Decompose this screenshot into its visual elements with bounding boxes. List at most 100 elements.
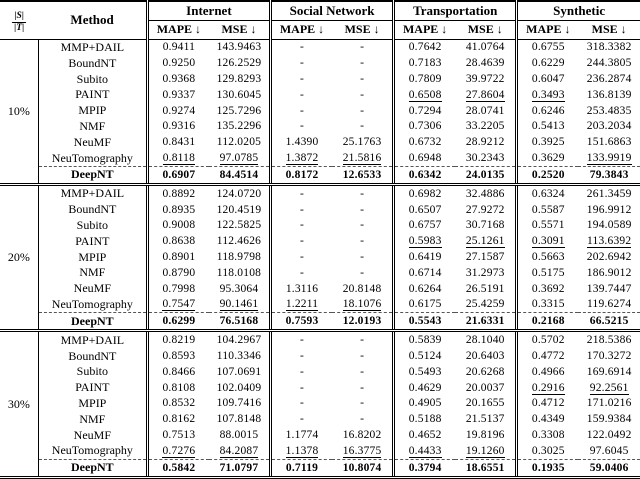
metric-value: 0.3315 xyxy=(515,296,579,313)
second-best-value: 0.5983 xyxy=(408,235,442,249)
metric-value: 110.3346 xyxy=(209,348,271,364)
metric-value: 118.0108 xyxy=(209,265,271,281)
value-text: - xyxy=(360,219,365,232)
second-best-value: 18.1076 xyxy=(342,298,382,312)
metric-value: 0.5587 xyxy=(515,201,579,218)
value-text: 20.6403 xyxy=(465,350,505,363)
value-text: 136.8139 xyxy=(586,88,632,101)
value-text: 169.6914 xyxy=(586,365,632,378)
value-text: 151.6863 xyxy=(586,136,632,149)
metric-value: 0.3308 xyxy=(515,427,579,443)
value-text: 76.5168 xyxy=(219,315,259,328)
value-text: 0.7593 xyxy=(285,315,319,328)
table-row: NeuTomography 0.7547 90.1461 1.2211 18.1076 0… xyxy=(0,296,640,313)
value-text: 0.7642 xyxy=(408,41,442,54)
metric-value: 122.5825 xyxy=(209,218,271,234)
table-row: DeepNT 0.5842 71.0797 0.7119 10.8074 0.3794 18… xyxy=(0,458,640,479)
metric-value: 119.6274 xyxy=(578,297,640,313)
value-text: - xyxy=(360,41,365,54)
value-text: 0.4652 xyxy=(408,429,442,442)
value-text: 0.4712 xyxy=(531,397,565,410)
metric-value: 0.7294 xyxy=(392,102,456,119)
value-text: 0.3308 xyxy=(531,429,565,442)
metric-value: 0.9274 xyxy=(145,102,209,119)
value-text: 0.3025 xyxy=(531,444,565,457)
metric-value: 0.3091 xyxy=(515,233,579,250)
metric-value: 0.5571 xyxy=(515,217,579,234)
value-text: 143.9463 xyxy=(216,41,262,54)
value-text: 0.6714 xyxy=(408,266,442,279)
table-body: 10% MMP+DAIL 0.9411 143.9463- -0.7642 41.0764… xyxy=(0,39,640,479)
metric-value: 0.2168 xyxy=(515,312,579,333)
metric-value: 0.5543 xyxy=(392,312,456,333)
second-best-value: 0.3493 xyxy=(531,88,565,102)
value-text: 25.4259 xyxy=(465,298,505,311)
metric-value: 0.7809 xyxy=(392,71,456,87)
metric-value: 0.5842 xyxy=(145,458,209,479)
metric-value: 0.6507 xyxy=(392,201,456,218)
value-text: 12.0193 xyxy=(342,315,382,328)
metric-value: - xyxy=(268,379,333,396)
value-text: 0.2520 xyxy=(531,168,565,181)
metric-value: - xyxy=(268,201,333,218)
metric-value: 139.7447 xyxy=(578,281,640,297)
value-text: 0.6299 xyxy=(162,315,196,328)
metric-value: 21.5816 xyxy=(332,150,394,166)
metric-value: 0.4966 xyxy=(515,363,579,380)
metric-value: 0.1935 xyxy=(515,458,579,479)
metric-value: 0.8935 xyxy=(145,201,209,218)
metric-value: - xyxy=(332,71,394,87)
value-text: - xyxy=(360,57,365,70)
metric-value: 27.1587 xyxy=(455,249,517,265)
value-text: - xyxy=(360,397,365,410)
value-text: 0.6342 xyxy=(408,168,442,181)
metric-value: - xyxy=(332,380,394,396)
metric-value: 1.2211 xyxy=(268,296,333,313)
metric-value: 19.8196 xyxy=(455,427,517,443)
metric-value: 0.3794 xyxy=(392,458,456,479)
metric-value: - xyxy=(268,249,333,265)
value-text: 0.6757 xyxy=(408,219,442,232)
value-text: 0.5842 xyxy=(162,461,196,474)
value-text: 32.4886 xyxy=(465,187,505,200)
table-row: NMF 0.9316 135.2296 - - 0.7306 33.2205 0.5413 20… xyxy=(0,118,640,135)
value-text: 122.5825 xyxy=(216,219,262,232)
method-name: PAINT xyxy=(37,233,148,250)
second-best-value: 21.5816 xyxy=(342,152,382,166)
value-text: 0.4905 xyxy=(408,397,442,410)
value-text: 0.6948 xyxy=(408,152,442,165)
value-text: 0.6419 xyxy=(408,251,442,264)
table-row: 10% MMP+DAIL 0.9411 143.9463 - - 0.7642 41.0764… xyxy=(0,39,640,186)
value-text: - xyxy=(360,334,365,347)
value-text: - xyxy=(300,187,305,200)
metric-value: 0.4712 xyxy=(515,395,579,412)
value-text: - xyxy=(300,365,305,378)
metric-value: 0.4772 xyxy=(515,348,579,364)
second-best-value: 0.3091 xyxy=(531,235,565,249)
metric-value: 92.2561 xyxy=(578,380,640,396)
value-text: 202.6942 xyxy=(586,251,632,264)
table-row: Subito 0.8466 107.0691 - - 0.5493 20.6268 0.496… xyxy=(0,363,640,380)
value-text: 0.9008 xyxy=(162,219,196,232)
metric-value: 0.9316 xyxy=(145,118,209,135)
value-text: 126.2529 xyxy=(216,57,262,70)
value-text: 0.6246 xyxy=(531,104,565,117)
method-name: PAINT xyxy=(37,379,148,396)
value-text: 18.6551 xyxy=(465,461,505,474)
metric-value: 0.7183 xyxy=(392,55,456,72)
value-text: 25.1763 xyxy=(342,136,382,149)
metric-value: 0.4349 xyxy=(515,411,579,428)
metric-value: 0.4629 xyxy=(392,379,456,396)
metric-value: - xyxy=(268,39,333,56)
value-text: 129.8293 xyxy=(216,73,262,86)
value-text: 236.2874 xyxy=(586,73,632,86)
metric-value: 202.6942 xyxy=(578,249,640,265)
metric-value: 0.7593 xyxy=(268,312,333,333)
metric-value: - xyxy=(332,265,394,281)
value-text: 33.2205 xyxy=(465,120,505,133)
value-text: 20.1655 xyxy=(465,397,505,410)
value-text: 0.9274 xyxy=(162,104,196,117)
metric-value: 26.5191 xyxy=(455,281,517,297)
metric-value: 0.8108 xyxy=(145,379,209,396)
